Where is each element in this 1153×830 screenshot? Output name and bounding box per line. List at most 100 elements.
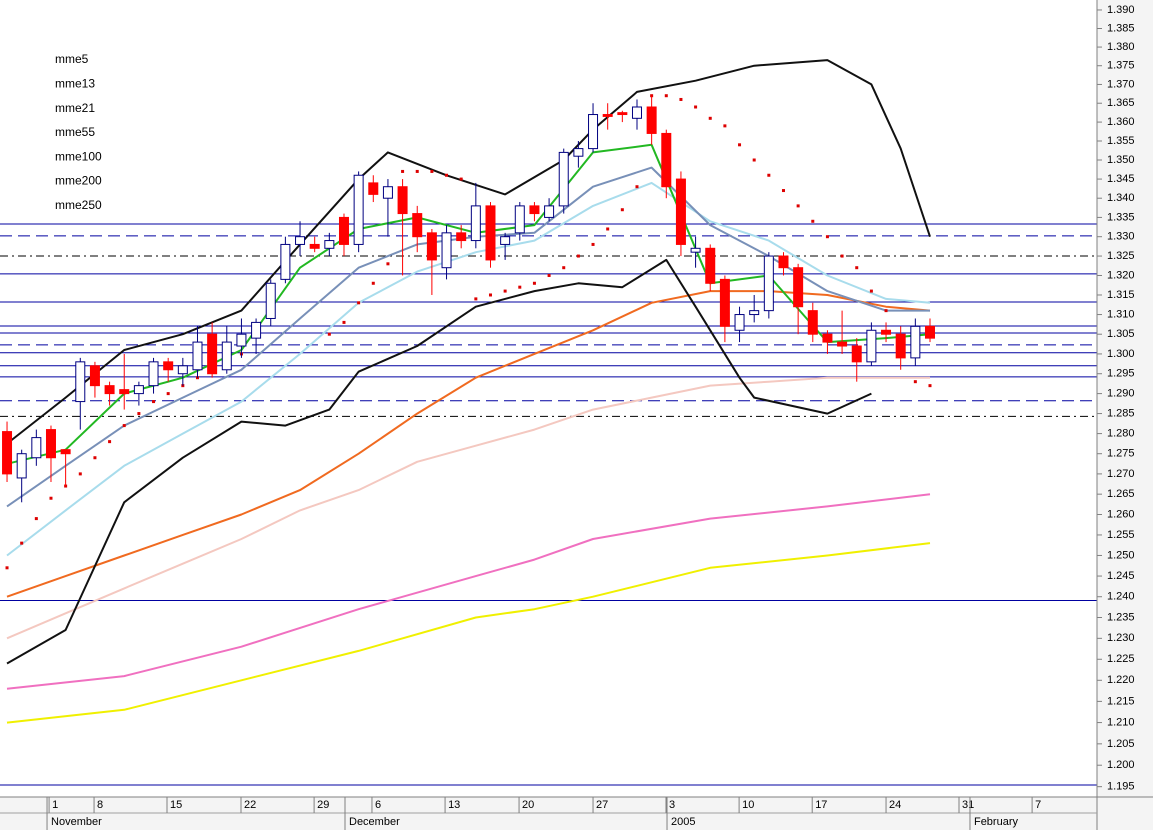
y-tick-label: 1.215 bbox=[1107, 695, 1135, 707]
band-line bbox=[6, 258, 872, 665]
candle-body bbox=[104, 385, 115, 395]
y-tick-label: 1.340 bbox=[1107, 192, 1135, 204]
x-tick-label: 31 bbox=[962, 799, 974, 811]
legend: mme5 mme13 mme21 mme55 mme100 mme200 mme250 bbox=[55, 52, 102, 212]
sar-dot bbox=[591, 242, 595, 246]
y-tick-label: 1.370 bbox=[1107, 78, 1135, 90]
y-tick-label: 1.390 bbox=[1107, 4, 1135, 16]
legend-entry: mme200 bbox=[55, 174, 102, 188]
y-tick-label: 1.225 bbox=[1107, 653, 1135, 665]
sar-dot bbox=[928, 384, 932, 388]
sar-dot bbox=[796, 204, 800, 208]
ma-line bbox=[6, 290, 931, 598]
y-tick-label: 1.330 bbox=[1107, 231, 1135, 243]
y-tick-label: 1.315 bbox=[1107, 289, 1135, 301]
sar-dot bbox=[445, 173, 449, 177]
candle-body bbox=[426, 232, 437, 261]
sar-dot bbox=[781, 189, 785, 193]
candle-body bbox=[338, 216, 349, 245]
candles bbox=[2, 95, 935, 503]
sar-dot bbox=[342, 320, 346, 324]
ma-line bbox=[6, 181, 931, 557]
candle-body bbox=[368, 182, 379, 195]
candle-body bbox=[500, 236, 511, 245]
y-tick-label: 1.350 bbox=[1107, 154, 1135, 166]
y-tick-label: 1.365 bbox=[1107, 97, 1135, 109]
candle-body bbox=[910, 325, 921, 359]
candle-body bbox=[778, 255, 789, 269]
candle-body bbox=[265, 282, 276, 319]
candle-body bbox=[617, 112, 628, 116]
candle-body bbox=[60, 449, 71, 455]
candle-body bbox=[236, 333, 247, 347]
sar-dot bbox=[811, 219, 815, 223]
candle-body bbox=[866, 329, 877, 363]
sar-dot bbox=[78, 472, 82, 476]
y-tick-label: 1.295 bbox=[1107, 368, 1135, 380]
candle-body bbox=[280, 243, 291, 280]
candle-body bbox=[397, 186, 408, 215]
y-tick-label: 1.360 bbox=[1107, 116, 1135, 128]
candle-body bbox=[221, 341, 232, 371]
x-tick-label: 24 bbox=[889, 799, 901, 811]
sar-dot bbox=[401, 169, 405, 173]
y-tick-label: 1.245 bbox=[1107, 570, 1135, 582]
x-tick-label: 1 bbox=[52, 799, 58, 811]
y-tick-label: 1.195 bbox=[1107, 781, 1135, 793]
sar-dot bbox=[708, 116, 712, 120]
x-tick-label: 6 bbox=[375, 799, 381, 811]
sar-dot bbox=[576, 254, 580, 258]
sar-dot bbox=[474, 297, 478, 301]
candle-body bbox=[119, 389, 130, 395]
sar-dot bbox=[547, 273, 551, 277]
sar-dot bbox=[327, 332, 331, 336]
candle-body bbox=[719, 278, 730, 327]
y-tick-label: 1.255 bbox=[1107, 529, 1135, 541]
y-tick-label: 1.230 bbox=[1107, 632, 1135, 644]
x-tick-label: 8 bbox=[97, 799, 103, 811]
sar-dot bbox=[503, 289, 507, 293]
x-tick-label: 13 bbox=[448, 799, 460, 811]
candle-body bbox=[309, 243, 320, 249]
candle-body bbox=[441, 232, 452, 269]
candle-body bbox=[295, 236, 306, 245]
plot-area bbox=[0, 0, 1097, 797]
x-tick-label: 29 bbox=[317, 799, 329, 811]
sar-dot bbox=[532, 281, 536, 285]
sar-dot bbox=[518, 285, 522, 289]
y-tick-label: 1.270 bbox=[1107, 468, 1135, 480]
sar-dot bbox=[459, 177, 463, 181]
candle-body bbox=[837, 341, 848, 347]
candle-body bbox=[485, 205, 496, 261]
y-tick-label: 1.205 bbox=[1107, 738, 1135, 750]
sar-dot bbox=[869, 289, 873, 293]
sar-dot bbox=[166, 392, 170, 396]
sar-dot bbox=[34, 517, 38, 521]
sar-dot bbox=[371, 281, 375, 285]
sar-dot bbox=[152, 400, 156, 404]
sar-dot bbox=[122, 424, 126, 428]
y-tick-label: 1.220 bbox=[1107, 674, 1135, 686]
candle-body bbox=[558, 151, 569, 207]
x-tick-label: 20 bbox=[522, 799, 534, 811]
candle-body bbox=[177, 365, 188, 375]
candle-body bbox=[192, 341, 203, 371]
y-tick-label: 1.240 bbox=[1107, 591, 1135, 603]
y-tick-label: 1.375 bbox=[1107, 60, 1135, 72]
x-tick-label: 27 bbox=[596, 799, 608, 811]
candle-body bbox=[881, 329, 892, 335]
candle-body bbox=[822, 333, 833, 343]
y-tick-label: 1.200 bbox=[1107, 759, 1135, 771]
y-tick-label: 1.280 bbox=[1107, 428, 1135, 440]
sar-dot bbox=[825, 235, 829, 239]
sar-dot bbox=[93, 456, 97, 460]
ma-line bbox=[6, 542, 931, 724]
candle-body bbox=[16, 453, 27, 479]
sar-dot bbox=[49, 496, 53, 500]
candle-body bbox=[602, 114, 613, 117]
sar-dot bbox=[738, 143, 742, 147]
x-tick-label: 17 bbox=[815, 799, 827, 811]
candle-body bbox=[544, 205, 555, 218]
ma-line bbox=[6, 376, 930, 640]
candle-body bbox=[895, 333, 906, 359]
